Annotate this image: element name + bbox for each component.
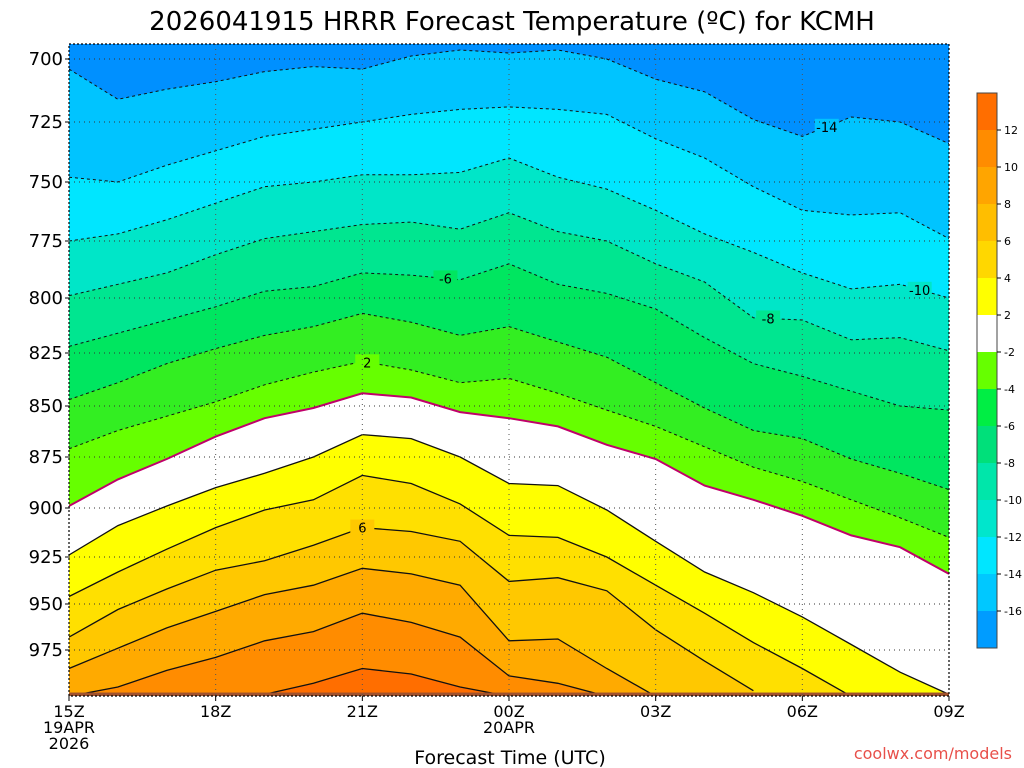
contour-label-bg	[355, 354, 380, 371]
y-tick-label: 925	[29, 547, 63, 568]
contour-line-0	[69, 392, 949, 575]
x-tick-label: 00Z	[493, 702, 524, 721]
colorbar-swatch	[977, 241, 997, 278]
y-tick-label: 750	[29, 172, 63, 193]
contour-line--12	[69, 106, 949, 240]
colorbar-label: 2	[1004, 309, 1011, 322]
x-tick-label: 03Z	[640, 702, 671, 721]
contour-line--6	[69, 263, 949, 411]
y-tick-label: 875	[29, 447, 63, 468]
colorbar-swatch	[977, 315, 997, 352]
colorbar-label: -12	[1004, 531, 1022, 544]
contour-line--4	[69, 312, 949, 491]
contour-label: -8	[762, 312, 775, 327]
y-tick-label: 725	[29, 112, 63, 133]
y-tick-label: 950	[29, 594, 63, 615]
contour-fill-10	[70, 613, 606, 696]
contour-line-6	[69, 526, 754, 692]
colorbar-swatch	[977, 352, 997, 389]
colorbar-label: -2	[1004, 346, 1015, 359]
contour-label: -10	[909, 284, 930, 299]
y-tick-label: 975	[29, 640, 63, 661]
y-tick-label: 775	[29, 231, 63, 252]
colorbar-label: -16	[1004, 605, 1022, 618]
colorbar-swatch	[977, 463, 997, 500]
contour-label-bg	[814, 118, 839, 135]
contour-label-bg	[756, 310, 781, 327]
colorbar-swatch	[977, 537, 997, 574]
colorbar-label: -14	[1004, 568, 1022, 581]
x-tick-label: 21Z	[347, 702, 378, 721]
x-tick-label: 06Z	[787, 702, 818, 721]
contour-line-4	[69, 474, 852, 696]
contour-label: -6	[439, 272, 452, 287]
colorbar-swatch	[977, 389, 997, 426]
contour-label: -14	[816, 121, 837, 136]
y-tick-label: 800	[29, 288, 63, 309]
colorbar-label: -4	[1004, 383, 1015, 396]
contour-line-12	[264, 667, 510, 696]
chart-title: 2026041915 HRRR Forecast Temperature (ºC…	[149, 7, 875, 37]
colorbar-swatch	[977, 500, 997, 537]
x-tick-label: 19APR	[43, 718, 95, 737]
credit-text: coolwx.com/models	[854, 744, 1012, 763]
contour-label: 2	[363, 356, 371, 371]
y-tick-label: 850	[29, 396, 63, 417]
colorbar-frame	[976, 92, 998, 649]
contour-line-10	[69, 612, 607, 696]
contour-fill-12	[236, 668, 508, 696]
x-tick-label: 20APR	[483, 718, 535, 737]
x-axis-label: Forecast Time (UTC)	[414, 747, 605, 768]
contour-label-bg	[350, 519, 375, 536]
colorbar-label: 4	[1004, 272, 1011, 285]
colorbar-swatch	[977, 167, 997, 204]
y-tick-label: 700	[29, 49, 63, 70]
contour-line--10	[69, 157, 949, 299]
colorbar-label: -6	[1004, 420, 1015, 433]
contour-line-2	[69, 433, 949, 695]
colorbar-label: 6	[1004, 235, 1011, 248]
colorbar-label: -10	[1004, 494, 1022, 507]
colorbar-label: 12	[1004, 124, 1018, 137]
colorbar-label: 10	[1004, 161, 1018, 174]
x-tick-label: 15Z	[53, 702, 84, 721]
contour-line--14	[69, 49, 949, 145]
y-tick-label: 900	[29, 498, 63, 519]
contour-label-bg	[433, 270, 458, 287]
colorbar-swatch	[977, 574, 997, 611]
colorbar-swatch	[977, 278, 997, 315]
contour-line-8	[69, 567, 657, 696]
colorbar-swatch	[977, 130, 997, 167]
colorbar-label: -8	[1004, 457, 1015, 470]
x-tick-label: 09Z	[933, 702, 964, 721]
x-tick-label: 2026	[49, 734, 90, 753]
colorbar-swatch	[977, 426, 997, 463]
colorbar-swatch	[977, 204, 997, 241]
colorbar-swatch	[977, 611, 997, 648]
colorbar-swatch	[977, 93, 997, 130]
y-tick-label: 825	[29, 343, 63, 364]
colorbar-label: 8	[1004, 198, 1011, 211]
x-tick-label: 18Z	[200, 702, 231, 721]
contour-label-bg	[907, 281, 932, 298]
